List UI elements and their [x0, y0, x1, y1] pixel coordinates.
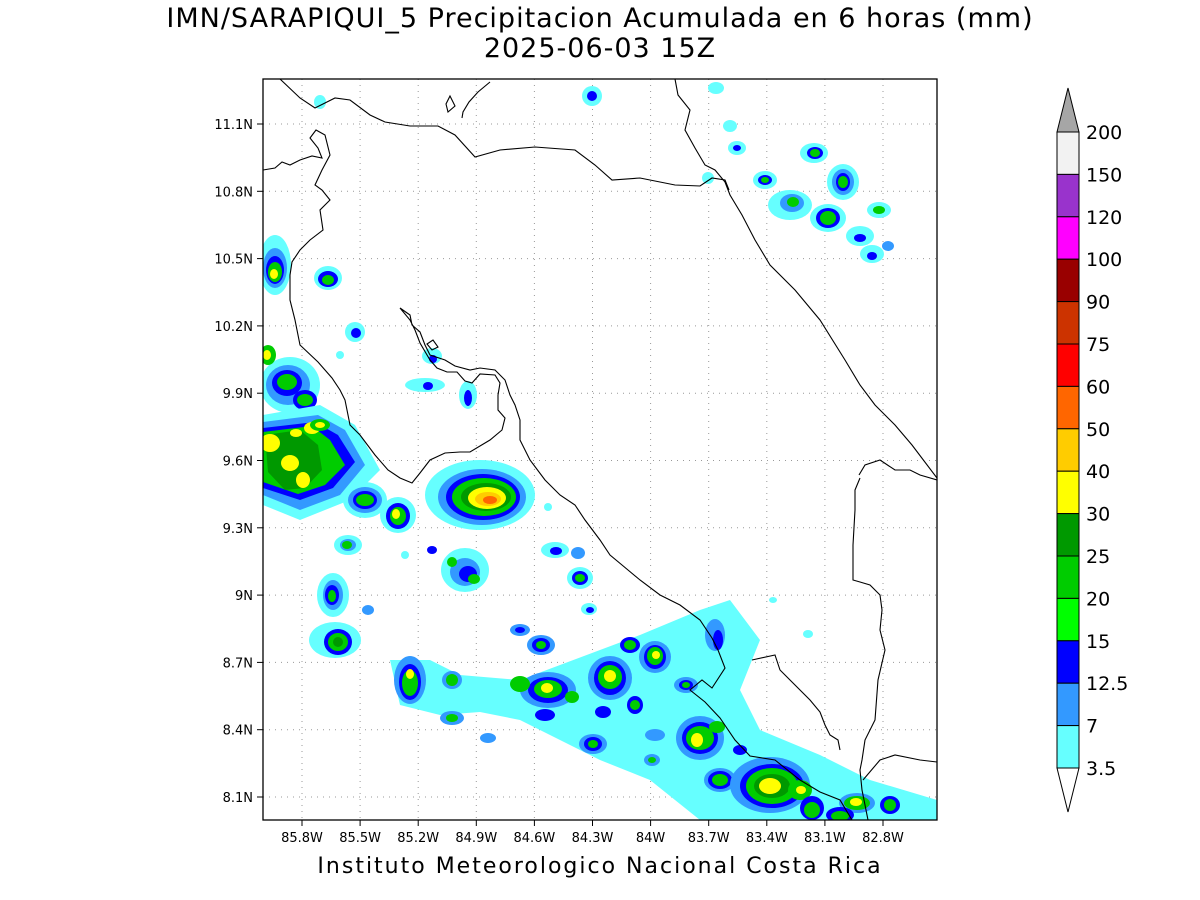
rain-cell — [541, 542, 597, 615]
footer-credit: Instituto Meteorologico Nacional Costa R… — [317, 854, 883, 879]
rain-cell — [263, 235, 291, 295]
lon-tick-label: 84.9W — [455, 831, 497, 846]
colorbar-over-arrow — [1056, 87, 1080, 133]
latitude-axis: 11.1N 10.8N 10.5N 10.2N 9.9N 9.6N 9.3N 9N 8.7N 8.… — [214, 118, 263, 806]
rain-cell — [441, 548, 489, 592]
lat-tick-label: 9N — [235, 589, 253, 604]
colorbar-label: 25 — [1086, 546, 1110, 568]
colorbar-swatch — [1056, 597, 1080, 642]
rain-cells-northeast — [314, 82, 894, 712]
lat-tick-label: 10.5N — [214, 253, 253, 268]
map-frame — [262, 78, 938, 821]
colorbar-label: 20 — [1086, 588, 1110, 610]
colorbar-swatch — [1056, 343, 1080, 387]
colorbar-swatch — [1056, 428, 1080, 472]
lon-tick-label: 85.2W — [397, 831, 439, 846]
coastline-lake — [461, 81, 491, 119]
coastline-osa — [751, 654, 841, 751]
colorbar-label: 50 — [1086, 419, 1110, 441]
longitude-axis: 85.8W 85.5W 85.2W 84.9W 84.6W 84.3W 84W 83.7W 83… — [281, 820, 904, 846]
lat-tick-label: 9.9N — [223, 387, 253, 402]
colorbar-swatch — [1056, 555, 1080, 599]
colorbar-swatch — [1056, 301, 1080, 345]
colorbar-label: 75 — [1086, 334, 1110, 356]
rain-cell — [345, 322, 365, 342]
lon-tick-label: 84.6W — [513, 831, 555, 846]
lon-tick-label: 85.5W — [339, 831, 381, 846]
coastlines — [263, 79, 937, 820]
colorbar-label: 200 — [1086, 122, 1122, 144]
lat-tick-label: 8.4N — [223, 724, 253, 739]
border-costarica-panama — [852, 477, 886, 820]
coastline-caribbean — [674, 79, 937, 479]
colorbar-swatch — [1056, 216, 1080, 260]
colorbar-swatch — [1056, 640, 1080, 684]
colorbar-swatch — [1056, 258, 1080, 303]
lat-tick-label: 9.6N — [223, 455, 253, 470]
precipitation-field — [263, 82, 937, 820]
lon-tick-label: 83.4W — [746, 831, 788, 846]
colorbar-label: 40 — [1086, 461, 1110, 483]
rain-cell — [309, 622, 361, 658]
lon-tick-label: 83.1W — [804, 831, 846, 846]
colorbar-swatch — [1056, 131, 1080, 175]
lon-tick-label: 82.8W — [862, 831, 904, 846]
colorbar-swatch — [1056, 470, 1080, 515]
lon-tick-label: 85.8W — [281, 831, 323, 846]
colorbar-label: 90 — [1086, 292, 1110, 314]
lat-tick-label: 10.8N — [214, 185, 253, 200]
island-icon — [445, 94, 456, 113]
colorbar-label: 120 — [1086, 207, 1122, 229]
colorbar-swatch — [1056, 725, 1080, 769]
colorbar-label: 3.5 — [1086, 758, 1116, 780]
rain-band-south — [390, 600, 937, 820]
colorbar-label: 15 — [1086, 631, 1110, 653]
rain-cell — [334, 482, 416, 555]
colorbar-swatch — [1056, 173, 1080, 218]
colorbar-swatch — [1056, 385, 1080, 430]
rain-cell — [317, 573, 374, 617]
rain-cell — [314, 266, 342, 290]
colorbar-legend: 3.5 7 12.5 15 20 25 30 40 50 60 75 90 100 120 150 200 — [1056, 87, 1128, 813]
coastline-panama-south — [862, 754, 937, 781]
lat-tick-label: 11.1N — [214, 118, 253, 133]
colorbar-label: 30 — [1086, 504, 1110, 526]
lat-tick-label: 10.2N — [214, 320, 253, 335]
colorbar-label: 60 — [1086, 376, 1110, 398]
coastline-pacific — [263, 129, 853, 820]
rain-cell-max — [425, 460, 535, 530]
colorbar-label: 150 — [1086, 164, 1122, 186]
colorbar-swatch — [1056, 682, 1080, 727]
lat-tick-label: 8.1N — [223, 791, 253, 806]
lon-tick-label: 84W — [636, 831, 666, 846]
coastline-panama-north — [858, 459, 937, 481]
colorbar-label: 12.5 — [1086, 673, 1128, 695]
lat-tick-label: 9.3N — [223, 522, 253, 537]
chart-title: IMN/SARAPIQUI_5 Precipitacion Acumulada … — [166, 3, 1034, 34]
colorbar-under-arrow — [1056, 767, 1080, 813]
chart-subtitle-time: 2025-06-03 15Z — [483, 33, 717, 64]
lat-tick-label: 8.7N — [223, 656, 253, 671]
colorbar-label: 100 — [1086, 249, 1122, 271]
lon-tick-label: 84.3W — [572, 831, 614, 846]
coastline-nicaragua-border — [279, 79, 730, 191]
colorbar-swatch — [1056, 513, 1080, 557]
island-icon — [426, 339, 439, 351]
colorbar-label: 7 — [1086, 716, 1098, 738]
lon-tick-label: 83.7W — [688, 831, 730, 846]
